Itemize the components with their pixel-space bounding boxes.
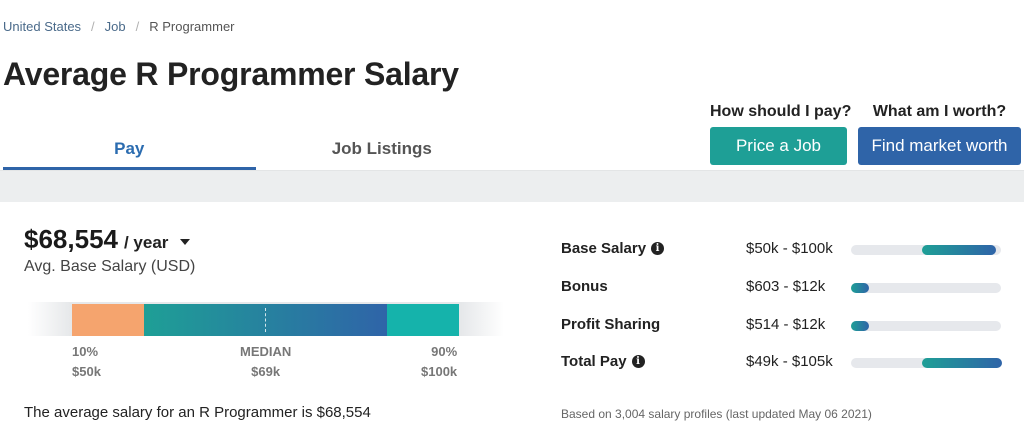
range-segment-high — [387, 304, 459, 336]
market-worth-cta: What am I worth? Find market worth — [858, 103, 1021, 165]
breadcrumb-current: R Programmer — [149, 19, 235, 34]
breadcrumb-separator: / — [91, 19, 95, 34]
pay-breakdown-label: Profit Sharing — [561, 316, 660, 333]
range-low-percentile: 10% — [72, 344, 99, 359]
range-median-label: MEDIAN — [240, 344, 292, 359]
pay-breakdown-track — [851, 283, 1001, 293]
pay-breakdown-row: Base Salary i $50k - $100k — [561, 238, 1011, 260]
pay-breakdown-track — [851, 245, 1001, 255]
tab-pay[interactable]: Pay — [3, 128, 256, 170]
pay-breakdown-row: Profit Sharing $514 - $12k — [561, 314, 1011, 336]
pay-breakdown-track — [851, 321, 1001, 331]
pay-breakdown-label-text: Profit Sharing — [561, 316, 661, 333]
pay-breakdown-range: $514 - $12k — [746, 316, 826, 333]
pay-breakdown-fill — [851, 321, 869, 331]
market-worth-question: What am I worth? — [872, 103, 1007, 120]
range-high-percentile: 90% — [431, 344, 458, 359]
caret-down-icon[interactable] — [180, 239, 191, 245]
median-marker — [265, 308, 266, 332]
pay-breakdown-label: Base Salary i — [561, 240, 665, 257]
pay-breakdown-label-text: Base Salary — [561, 240, 647, 257]
price-a-job-button[interactable]: Price a Job — [710, 127, 847, 165]
pay-breakdown-range: $49k - $105k — [746, 353, 833, 370]
price-job-cta: How should I pay? Price a Job — [710, 103, 851, 165]
header-section: United States / Job / R Programmer Avera… — [0, 0, 1024, 170]
pay-breakdown-fill — [922, 358, 1002, 368]
salary-subtitle: Avg. Base Salary (USD) — [24, 258, 196, 275]
range-label-high: 90% $100k — [421, 342, 457, 382]
info-icon[interactable]: i — [631, 355, 645, 368]
pay-breakdown-row: Total Pay i $49k - $105k — [561, 351, 1011, 373]
salary-headline: $68,554 / year — [24, 224, 191, 255]
pay-breakdown-label-text: Bonus — [561, 278, 608, 295]
range-label-low: 10% $50k — [72, 342, 101, 382]
range-label-median: MEDIAN $69k — [240, 342, 291, 382]
pay-breakdown-range: $50k - $100k — [746, 240, 833, 257]
find-market-worth-button[interactable]: Find market worth — [858, 127, 1021, 165]
salary-range-chart — [28, 302, 504, 336]
breadcrumb-job[interactable]: Job — [104, 19, 126, 34]
range-median-value: $69k — [251, 364, 281, 379]
page-title: Average R Programmer Salary — [3, 56, 459, 92]
pay-breakdown-track — [851, 358, 1002, 368]
pay-breakdown-row: Bonus $603 - $12k — [561, 276, 1011, 298]
section-divider — [0, 170, 1024, 202]
salary-card: $68,554 / year Avg. Base Salary (USD) 10… — [0, 202, 1024, 447]
range-segment-low — [72, 304, 144, 336]
range-segment-middle — [144, 304, 387, 336]
pay-breakdown-range: $603 - $12k — [746, 278, 826, 295]
salary-amount: $68,554 — [24, 224, 118, 254]
breadcrumb-country[interactable]: United States — [3, 19, 82, 34]
pay-breakdown-label: Bonus — [561, 278, 608, 295]
pay-breakdown-fill — [922, 245, 996, 255]
breadcrumb-separator: / — [135, 19, 140, 34]
breadcrumb: United States / Job / R Programmer — [3, 19, 235, 34]
tab-job-listings[interactable]: Job Listings — [331, 139, 432, 158]
price-job-question: How should I pay? — [710, 103, 852, 120]
range-low-value: $50k — [72, 364, 101, 379]
pay-breakdown-label-text: Total Pay — [561, 353, 627, 370]
salary-period[interactable]: / year — [123, 233, 169, 252]
pay-breakdown-label: Total Pay i — [561, 353, 645, 370]
range-high-value: $100k — [421, 364, 458, 379]
info-icon[interactable]: i — [651, 242, 665, 255]
salary-footnote: Based on 3,004 salary profiles (last upd… — [561, 407, 872, 421]
salary-range-bar — [72, 304, 459, 336]
pay-breakdown-fill — [851, 283, 869, 293]
tab-bar: Pay Job Listings — [3, 128, 508, 170]
salary-summary: The average salary for an R Programmer i… — [24, 404, 371, 421]
